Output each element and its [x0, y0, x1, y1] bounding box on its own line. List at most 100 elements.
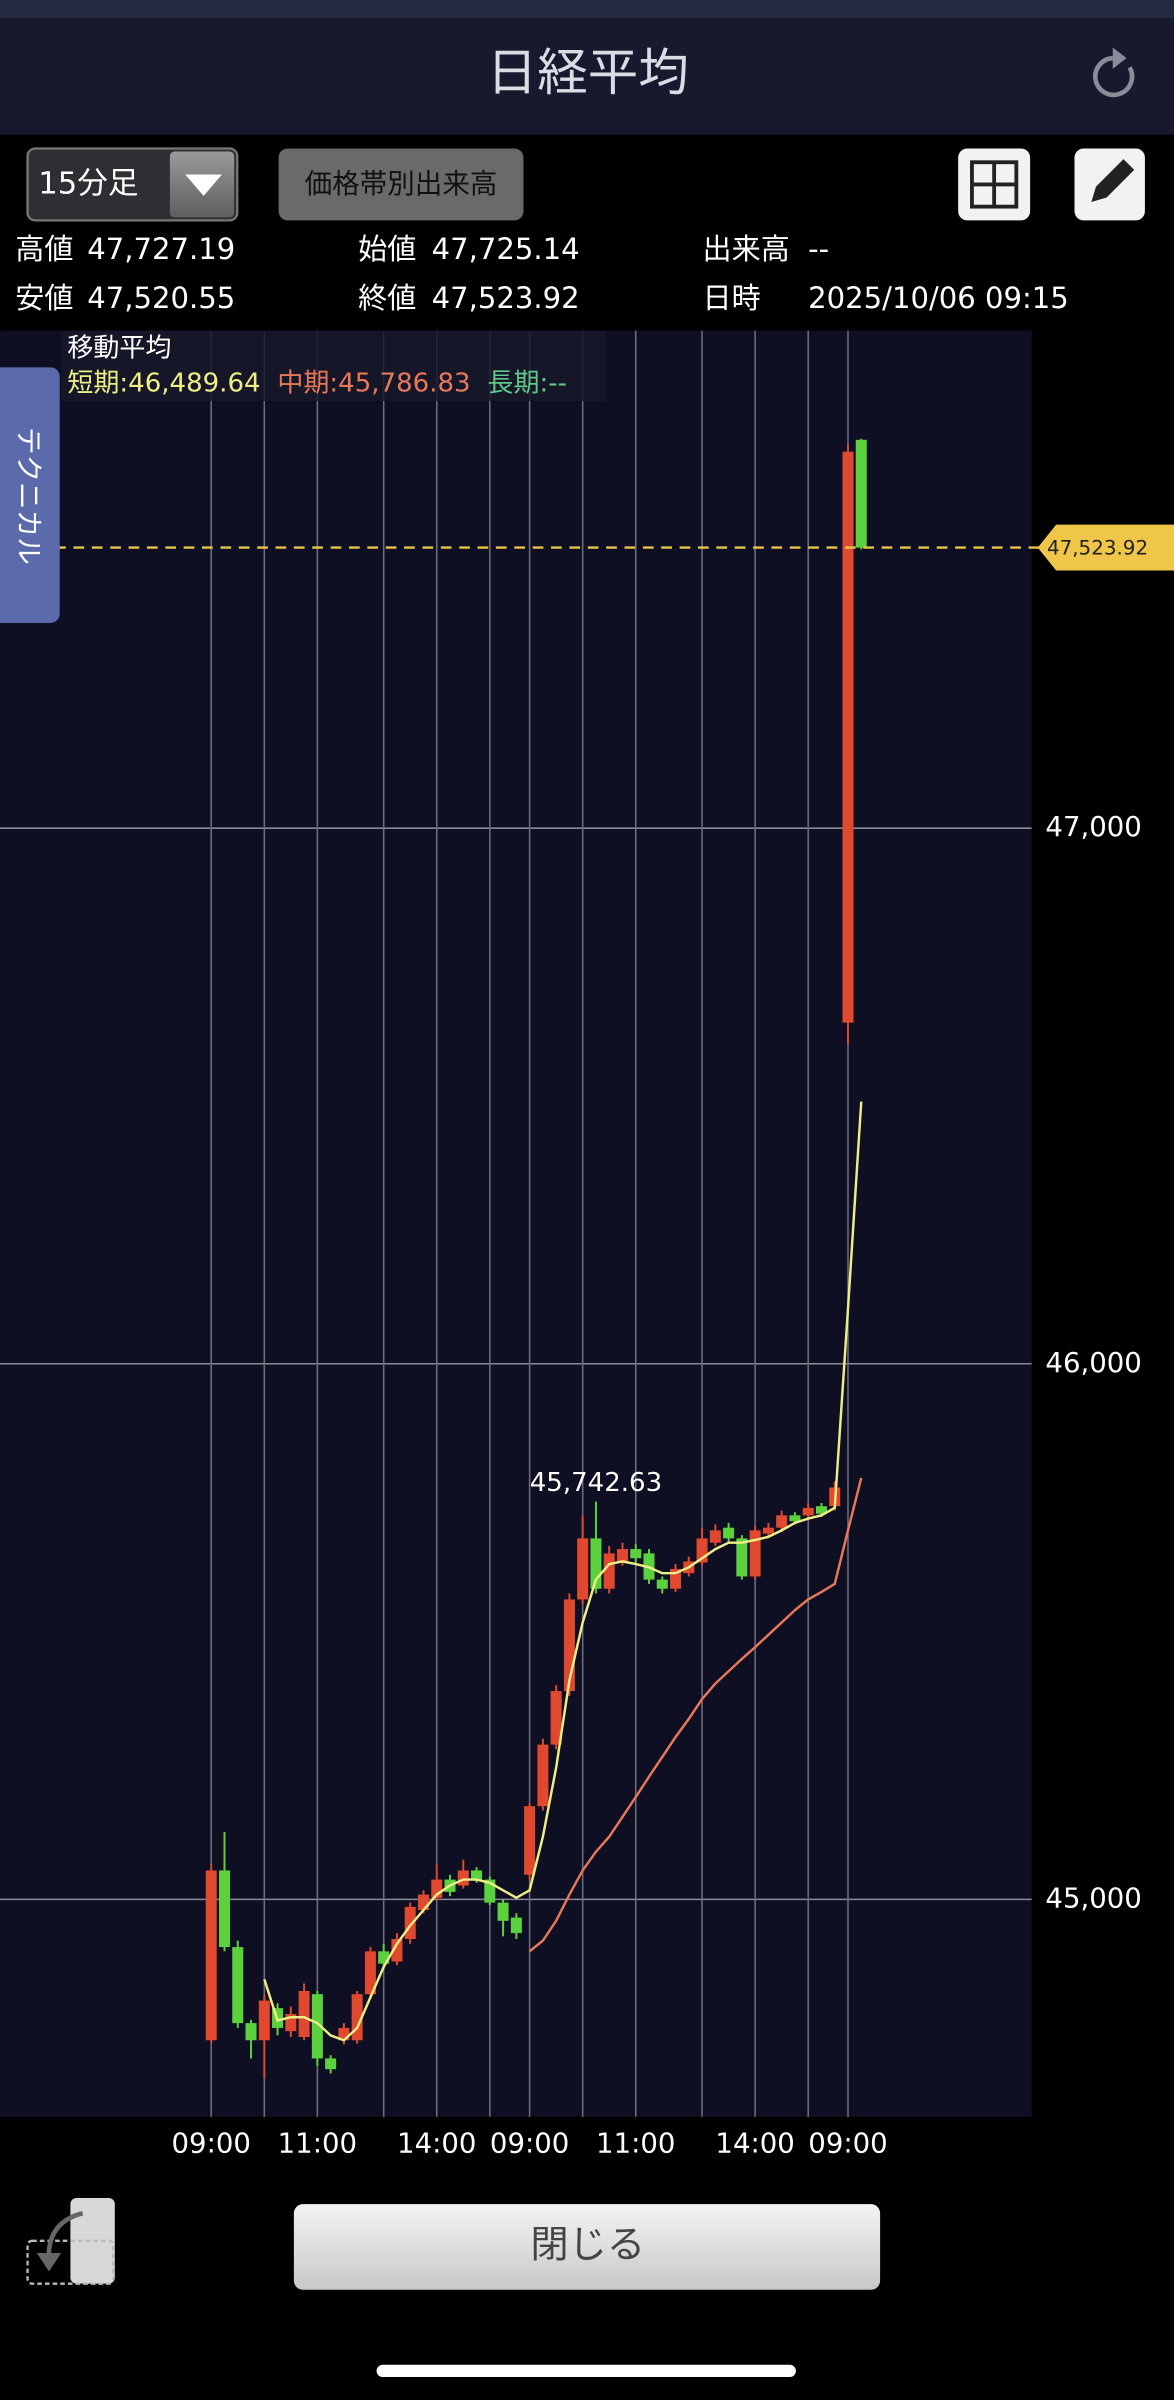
- legend-box: [61, 330, 607, 402]
- info-value: 2025/10/06 09:15: [808, 281, 1069, 315]
- candle-body: [563, 1599, 575, 1692]
- y-tick-label: 47,000: [1045, 811, 1141, 843]
- legend-title: 移動平均: [67, 333, 171, 363]
- candle-body: [471, 1870, 483, 1880]
- candle-body: [723, 1527, 735, 1539]
- last-price-tag: [1037, 524, 1174, 571]
- last-price-label: 47,523.92: [1047, 537, 1148, 560]
- candle-body: [457, 1870, 469, 1886]
- y-tick-label: 46,000: [1045, 1347, 1141, 1379]
- candle-body: [285, 2014, 297, 2032]
- x-tick-label: 11:00: [278, 2127, 357, 2159]
- info-label: 出来高: [703, 232, 790, 266]
- x-tick-label: 14:00: [397, 2127, 476, 2159]
- legend: 短期:46,489.64 中期:45,786.83 長期:--: [67, 369, 567, 399]
- legend-entry: 中期:45,786.83: [277, 369, 470, 399]
- candle-body: [232, 1947, 244, 2024]
- refresh-button[interactable]: [1093, 47, 1135, 98]
- layout-button[interactable]: [958, 148, 1031, 221]
- close-label: 閉じる: [530, 2222, 645, 2267]
- grid: [0, 330, 1032, 2117]
- candle-body: [789, 1515, 801, 1522]
- x-tick-label: 09:00: [808, 2127, 887, 2159]
- volume-profile-button[interactable]: 価格帯別出来高: [278, 148, 524, 221]
- x-tick-label: 09:00: [172, 2127, 251, 2159]
- rotate-button[interactable]: [26, 2197, 115, 2285]
- technical-tab-label: テクニカル: [13, 427, 45, 565]
- candle-body: [431, 1879, 443, 1898]
- info-label: 高値: [15, 232, 73, 266]
- candle-body: [497, 1902, 509, 1921]
- y-tick-label: 45,000: [1045, 1882, 1141, 1914]
- info-label: 日時: [703, 281, 761, 315]
- candle-body: [577, 1538, 589, 1600]
- info-label: 始値: [358, 232, 416, 266]
- candle-body: [656, 1579, 668, 1589]
- interval-label: 15分足: [38, 167, 138, 202]
- candle-body: [524, 1806, 536, 1875]
- info-label: 安値: [15, 281, 73, 315]
- candle-body: [258, 2000, 270, 2041]
- draw-button[interactable]: [1074, 148, 1145, 221]
- candle-body: [550, 1691, 562, 1745]
- plot-area: [0, 330, 1032, 2117]
- candle-body: [776, 1515, 788, 1528]
- status-strip: [0, 0, 1174, 19]
- candle-body: [484, 1879, 496, 1903]
- legend-entry: 長期:--: [487, 369, 567, 399]
- ma-line: [528, 1477, 863, 1953]
- candle-body: [404, 1906, 416, 1940]
- candle-body: [736, 1538, 748, 1577]
- x-tick-label: 14:00: [715, 2127, 794, 2159]
- legend-entry: 短期:46,489.64: [67, 369, 260, 399]
- candle-body: [616, 1549, 628, 1562]
- volume-profile-label: 価格帯別出来高: [305, 168, 498, 200]
- info-value: 47,523.92: [432, 281, 580, 315]
- candle-body: [670, 1568, 682, 1589]
- candle-body: [696, 1538, 708, 1563]
- x-tick-label: 09:00: [490, 2127, 569, 2159]
- candle-body: [815, 1506, 827, 1514]
- info-label: 終値: [358, 281, 416, 315]
- candle-body: [338, 2027, 350, 2041]
- candle-body: [218, 1870, 231, 1948]
- screen-title: 日経平均: [487, 43, 689, 102]
- technical-tab[interactable]: テクニカル: [0, 367, 60, 623]
- candle-body: [391, 1939, 403, 1962]
- candle-body: [417, 1894, 429, 1911]
- axes: 45,000 46,000 47,000 09:00 11:00 14:00 09:00 11…: [0, 524, 1174, 2159]
- candle-body: [205, 1870, 217, 2041]
- candle-body: [855, 439, 867, 548]
- candle-body: [245, 2023, 257, 2041]
- candle-body: [802, 1507, 814, 1516]
- candle-body: [762, 1527, 774, 1534]
- info-value: 47,520.55: [87, 281, 235, 315]
- candle-body: [590, 1538, 602, 1589]
- info-value: 47,727.19: [87, 232, 235, 266]
- annotation: 45,742.63: [530, 1468, 662, 1498]
- candle-body: [842, 451, 854, 1023]
- candle-body: [364, 1951, 376, 1995]
- candle-body: [630, 1549, 642, 1559]
- candle-body: [351, 1994, 363, 2041]
- candle-body: [298, 1990, 310, 2038]
- candle-body: [603, 1553, 615, 1589]
- candle-body: [378, 1951, 390, 1964]
- candle-body: [749, 1530, 761, 1577]
- candle-body: [311, 1994, 323, 2059]
- candle-body: [510, 1917, 522, 1934]
- info-value: 47,725.14: [432, 232, 580, 266]
- candle-body: [537, 1744, 549, 1807]
- x-tick-label: 11:00: [596, 2127, 675, 2159]
- interval-dropdown[interactable]: 15分足: [26, 147, 239, 222]
- plot: [205, 438, 867, 2079]
- ma-line: [263, 1101, 863, 2042]
- candle-body: [709, 1530, 721, 1543]
- home-indicator: [376, 2364, 796, 2378]
- candle-body: [325, 2058, 337, 2070]
- info-value: --: [808, 232, 829, 266]
- header-bar: [0, 18, 1174, 135]
- close-button[interactable]: 閉じる: [293, 2204, 881, 2290]
